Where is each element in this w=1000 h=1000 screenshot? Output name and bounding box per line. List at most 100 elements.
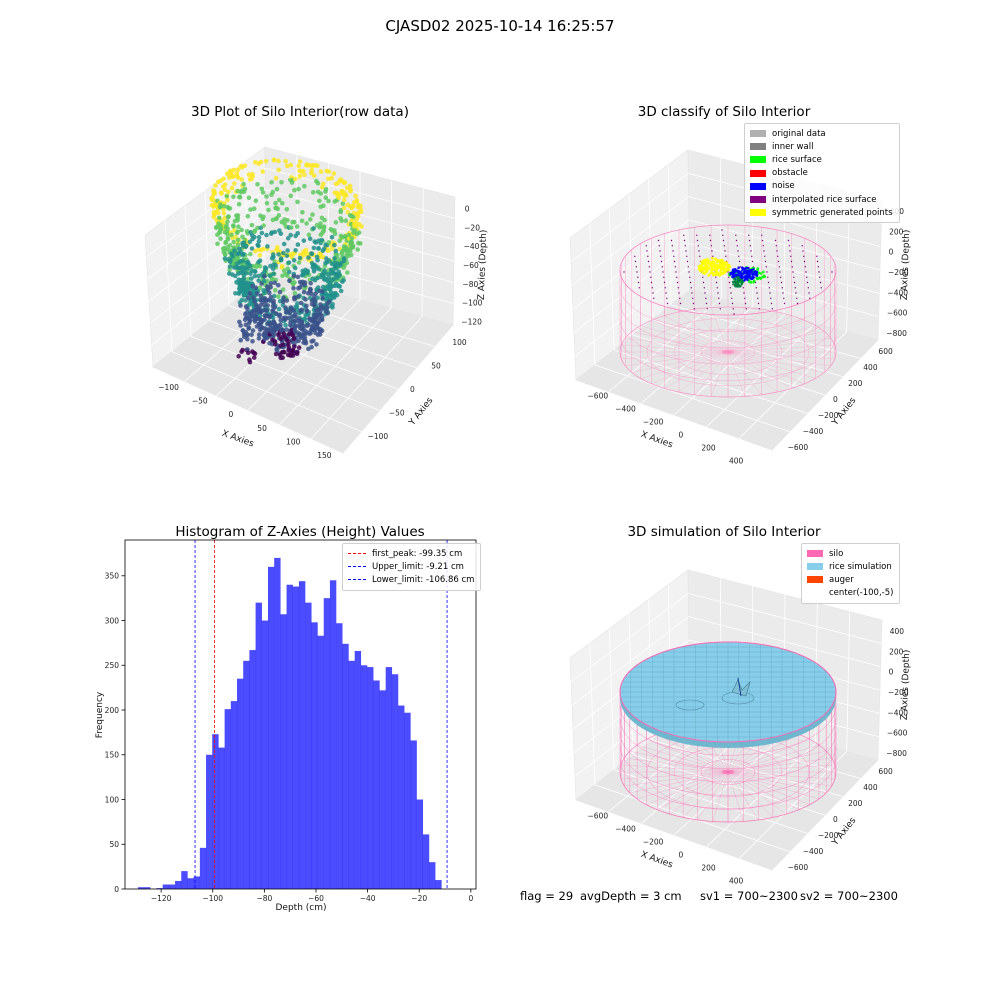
data-point xyxy=(224,231,230,236)
interpolated-rice-surface-point xyxy=(795,292,797,294)
data-point xyxy=(295,242,301,247)
interpolated-rice-surface-point xyxy=(717,292,719,294)
data-point xyxy=(306,255,311,260)
interpolated-rice-surface-point xyxy=(692,302,695,305)
data-point xyxy=(286,269,292,275)
histogram-x-tick-label: −80 xyxy=(256,894,272,903)
data-point xyxy=(221,211,227,216)
histogram-bar xyxy=(385,667,393,889)
data-point xyxy=(292,280,297,285)
panel1-x-tick: 150 xyxy=(317,451,332,460)
histogram-bar xyxy=(212,734,219,889)
interpolated-rice-surface-point xyxy=(709,234,711,236)
data-point xyxy=(267,290,272,296)
data-point xyxy=(308,331,313,336)
data-point xyxy=(309,251,314,256)
data-point xyxy=(268,313,273,319)
data-point xyxy=(279,264,285,269)
interpolated-rice-surface-point xyxy=(816,255,818,257)
data-point xyxy=(308,287,313,292)
noise-point xyxy=(755,274,758,277)
histogram-bar xyxy=(323,598,331,889)
interpolated-rice-surface-point xyxy=(807,287,809,289)
interpolated-rice-surface-point xyxy=(715,281,718,284)
data-point xyxy=(261,246,266,252)
noise-point xyxy=(746,267,749,270)
data-point xyxy=(284,327,289,332)
data-point xyxy=(295,301,300,306)
data-point xyxy=(332,256,337,261)
data-point xyxy=(223,247,228,253)
data-point xyxy=(353,193,358,199)
interpolated-rice-surface-point xyxy=(767,276,769,278)
histogram-bar xyxy=(317,635,324,889)
data-point xyxy=(245,350,251,355)
silo-radial-line xyxy=(727,764,835,773)
data-point xyxy=(223,240,228,246)
interpolated-rice-surface-point xyxy=(679,302,682,305)
panel2-z-tick: −800 xyxy=(886,329,907,338)
histogram-bar xyxy=(237,678,244,889)
data-point xyxy=(271,298,276,303)
data-point xyxy=(251,308,256,314)
data-point xyxy=(343,218,349,223)
panel4-z-tick: 0 xyxy=(889,668,894,677)
histogram-bar xyxy=(416,799,424,889)
histogram-bar xyxy=(286,584,293,889)
interpolated-rice-surface-point xyxy=(689,281,692,284)
data-point xyxy=(296,345,302,350)
data-point xyxy=(351,214,356,220)
interpolated-rice-surface-point xyxy=(764,255,766,257)
data-point xyxy=(284,298,290,303)
interpolated-rice-surface-point xyxy=(646,250,648,252)
data-point xyxy=(288,322,293,328)
interpolated-rice-surface-point xyxy=(711,250,713,252)
symmetric-generated-point xyxy=(723,270,727,274)
data-point xyxy=(300,168,306,174)
data-point xyxy=(293,311,298,316)
panel2-xlabel: X Axies xyxy=(639,430,674,451)
data-point xyxy=(305,323,310,329)
data-point xyxy=(325,248,331,253)
data-point xyxy=(269,180,274,185)
rice-surface-point xyxy=(740,283,743,286)
histogram-bar xyxy=(367,667,374,889)
interpolated-rice-surface-point xyxy=(779,271,781,273)
silo-radial-line xyxy=(727,351,835,360)
data-point xyxy=(258,302,264,308)
histogram-bar xyxy=(168,884,176,889)
silo-radial-line xyxy=(697,771,729,821)
panel1-z-tick: −120 xyxy=(461,318,482,327)
panel2-y-tick: 200 xyxy=(848,379,863,388)
data-point xyxy=(258,159,264,165)
data-point xyxy=(221,203,227,209)
interpolated-rice-surface-point xyxy=(706,308,708,310)
interpolated-rice-surface-point xyxy=(637,276,639,278)
rice-surface-point xyxy=(738,285,741,288)
histogram-bar xyxy=(261,620,269,889)
histogram-bar xyxy=(199,847,207,889)
interpolated-rice-surface-point xyxy=(709,239,712,242)
data-point xyxy=(236,354,241,359)
silo-radial-line xyxy=(727,351,792,389)
data-point xyxy=(280,299,286,305)
data-point xyxy=(333,265,338,271)
interpolated-rice-surface-point xyxy=(790,255,792,257)
data-point xyxy=(250,328,256,333)
interpolated-rice-surface-point xyxy=(657,239,660,242)
panel2-y-tick: 600 xyxy=(878,347,893,356)
data-point xyxy=(245,213,251,219)
interpolated-rice-surface-point xyxy=(696,234,698,236)
data-point xyxy=(295,294,301,299)
data-point xyxy=(322,217,327,223)
legend-entry: rice surface xyxy=(750,153,893,166)
interpolated-rice-surface-point xyxy=(663,281,666,284)
histogram-frame xyxy=(124,539,477,890)
noise-point xyxy=(735,274,738,277)
data-point xyxy=(225,226,230,232)
silo-radial-line xyxy=(625,337,729,353)
auger-shadow xyxy=(737,677,742,697)
panel4-z-tick: −600 xyxy=(887,729,908,738)
histogram-bar xyxy=(435,880,442,889)
interpolated-rice-surface-point xyxy=(758,308,760,310)
